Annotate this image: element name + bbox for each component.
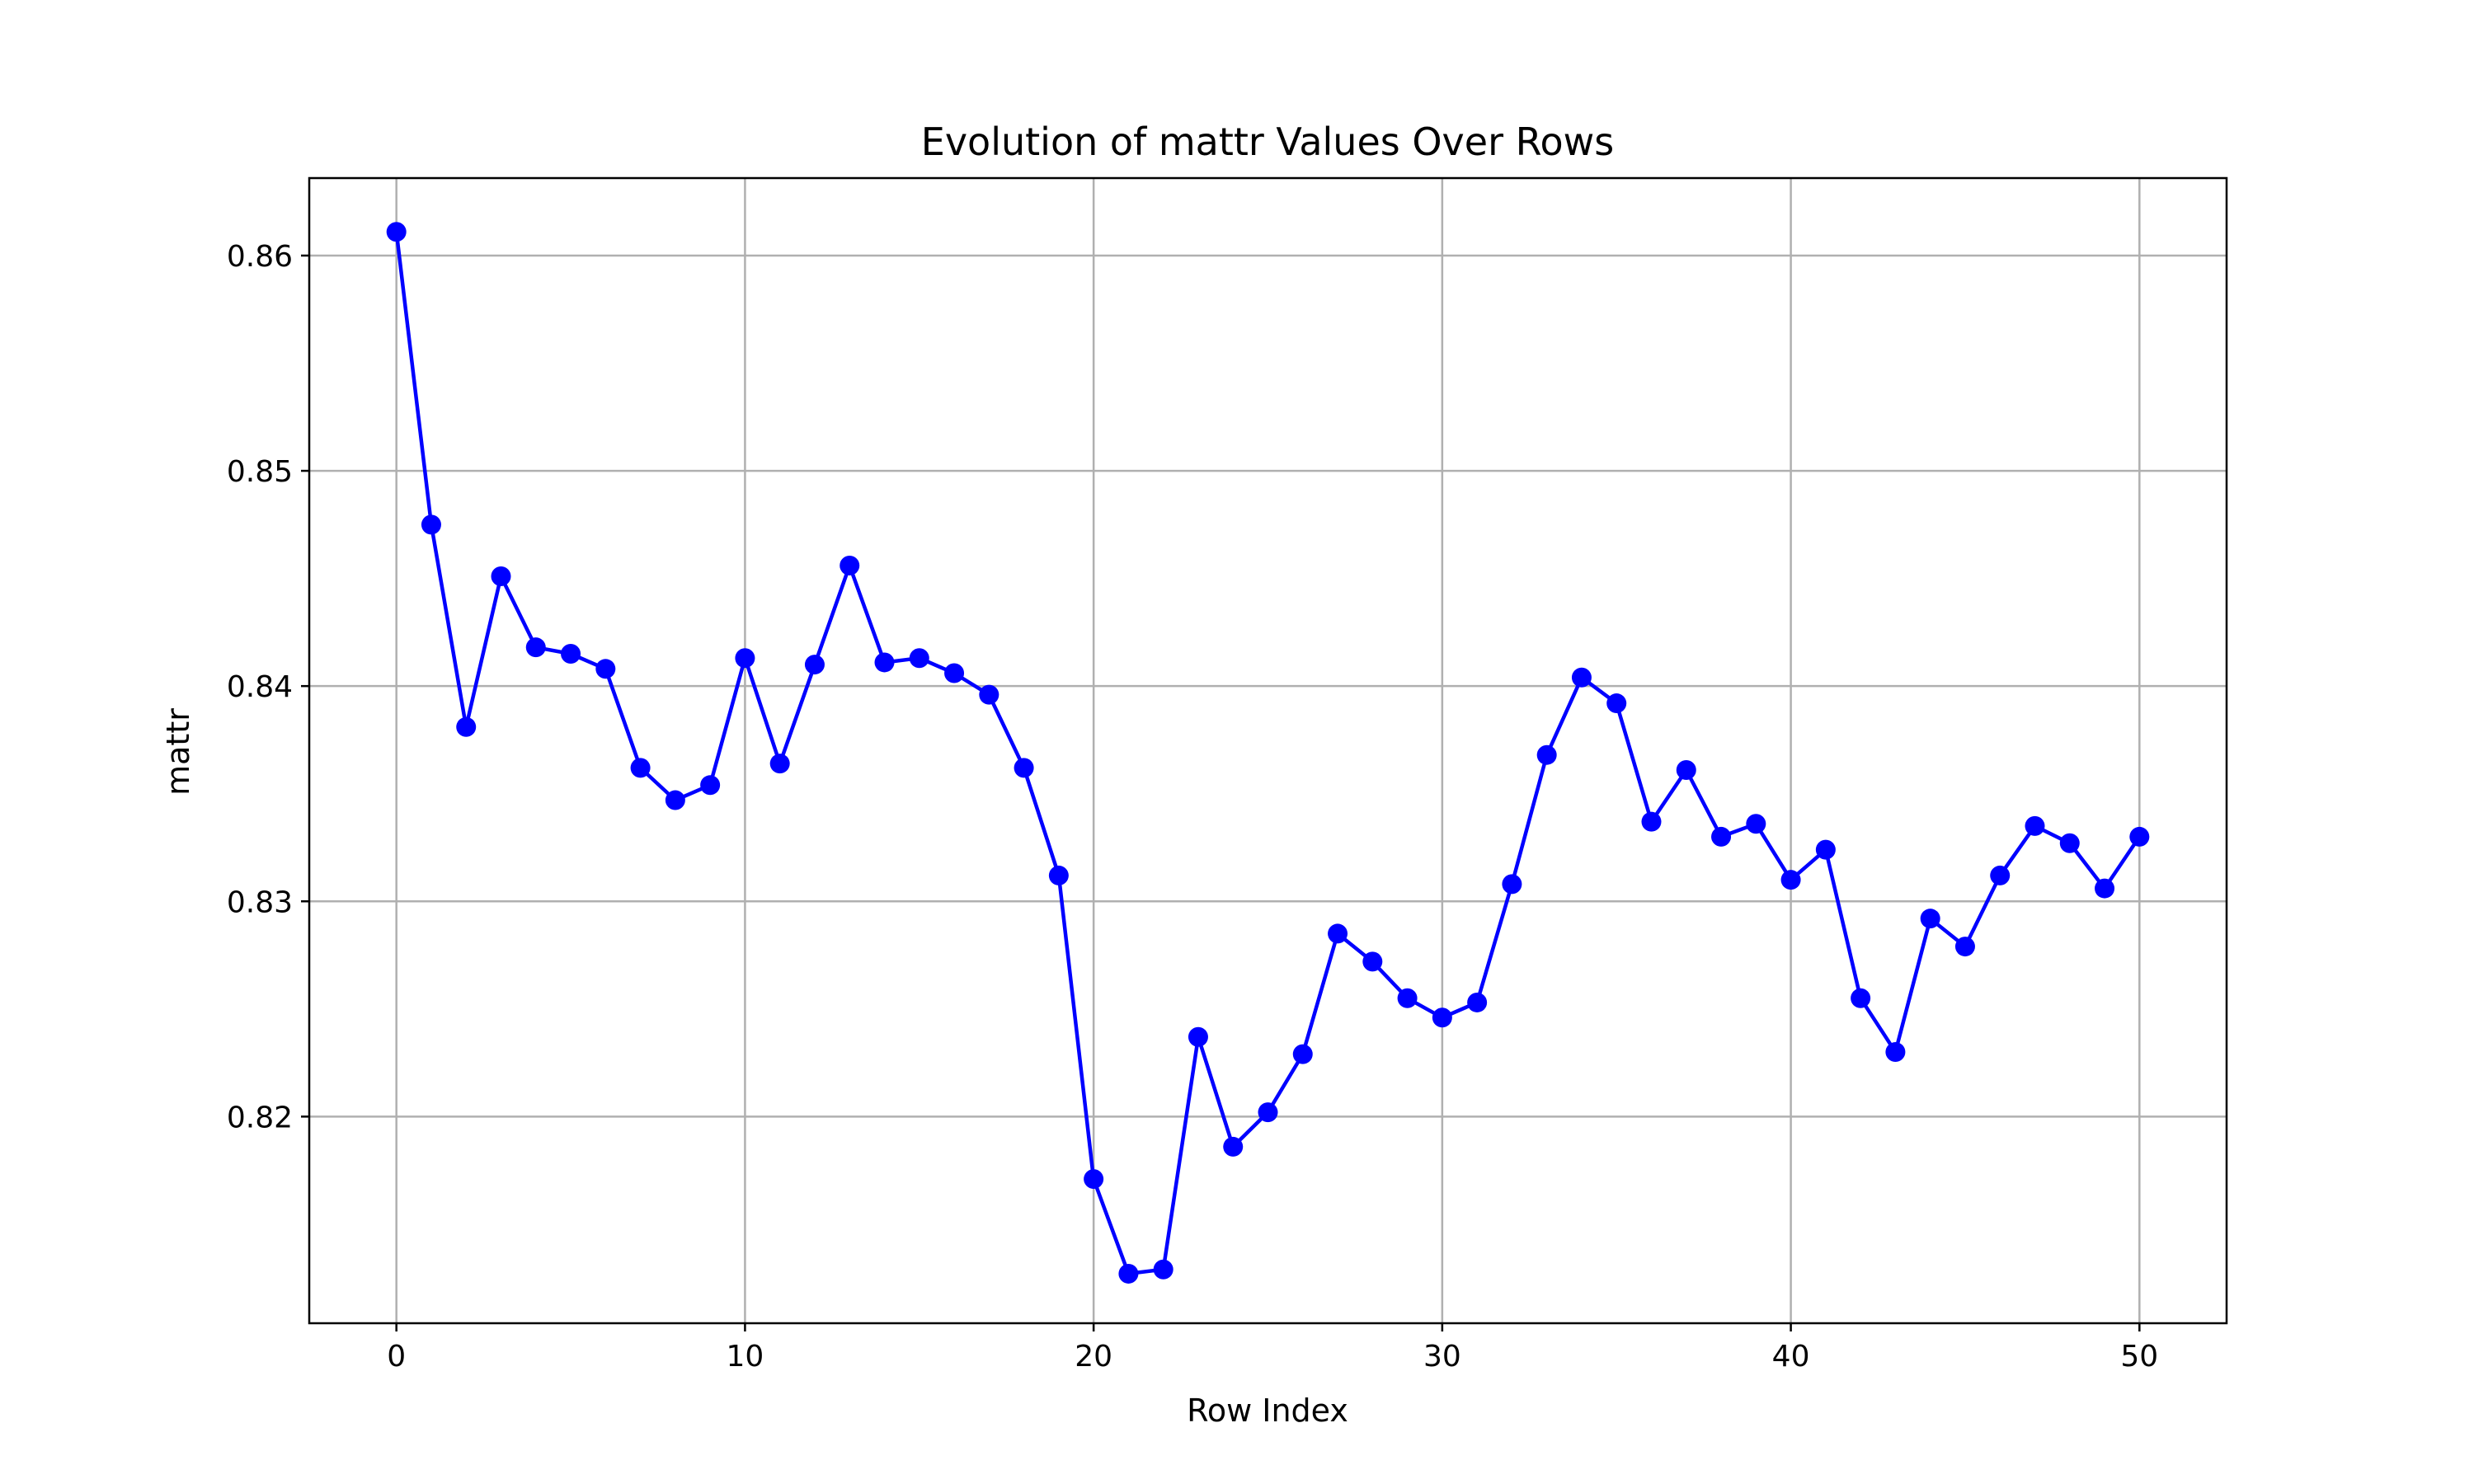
chart-title: Evolution of mattr Values Over Rows bbox=[921, 120, 1614, 164]
data-point bbox=[979, 684, 999, 705]
x-tick-label: 50 bbox=[2120, 1340, 2158, 1374]
x-tick-label: 30 bbox=[1423, 1340, 1461, 1374]
data-point bbox=[1258, 1102, 1278, 1123]
data-point bbox=[1292, 1044, 1313, 1064]
x-axis-label: Row Index bbox=[1187, 1392, 1348, 1429]
data-point bbox=[386, 222, 407, 242]
data-point bbox=[1746, 814, 1766, 834]
data-point bbox=[700, 775, 721, 796]
data-point bbox=[909, 648, 929, 669]
data-point bbox=[630, 758, 651, 778]
x-axis-ticks: 0 10 20 30 40 50 bbox=[387, 1323, 2158, 1374]
data-point bbox=[1432, 1007, 1452, 1028]
data-point bbox=[2059, 833, 2080, 853]
y-tick-label: 0.82 bbox=[227, 1101, 293, 1134]
data-point bbox=[525, 637, 546, 658]
data-point bbox=[1502, 874, 1522, 895]
y-axis-ticks: 0.82 0.83 0.84 0.85 0.86 bbox=[227, 240, 309, 1134]
data-point bbox=[1118, 1263, 1139, 1284]
data-point bbox=[735, 648, 755, 669]
data-point bbox=[1188, 1026, 1208, 1047]
data-point bbox=[1536, 744, 1557, 765]
data-point bbox=[1641, 811, 1662, 832]
data-point bbox=[1885, 1042, 1906, 1063]
data-point bbox=[1223, 1136, 1244, 1157]
data-point bbox=[561, 644, 581, 665]
data-point bbox=[874, 652, 895, 673]
x-tick-label: 0 bbox=[387, 1340, 406, 1374]
data-point bbox=[1851, 988, 1871, 1008]
data-point bbox=[1815, 839, 1836, 860]
data-point bbox=[2129, 826, 2150, 847]
data-point bbox=[944, 663, 965, 683]
data-point bbox=[1571, 667, 1592, 688]
data-point bbox=[1153, 1259, 1174, 1280]
data-point bbox=[1711, 826, 1732, 847]
data-point bbox=[1676, 759, 1696, 780]
y-tick-label: 0.83 bbox=[227, 885, 293, 919]
data-point bbox=[1084, 1169, 1104, 1190]
x-tick-label: 40 bbox=[1772, 1340, 1810, 1374]
data-point bbox=[2025, 815, 2045, 836]
data-point bbox=[1362, 951, 1383, 972]
data-point bbox=[1014, 758, 1034, 778]
data-point bbox=[1328, 923, 1348, 944]
data-point bbox=[1397, 988, 1418, 1008]
data-point bbox=[1780, 870, 1801, 890]
data-point bbox=[1606, 693, 1627, 714]
x-tick-label: 20 bbox=[1075, 1340, 1112, 1374]
y-tick-label: 0.86 bbox=[227, 240, 293, 274]
series-mattr bbox=[386, 222, 2150, 1284]
data-point bbox=[1954, 937, 1975, 957]
y-axis-label: mattr bbox=[160, 708, 196, 796]
data-point bbox=[1048, 865, 1069, 885]
data-point bbox=[804, 655, 825, 675]
grid bbox=[309, 178, 2227, 1323]
data-point bbox=[421, 514, 441, 535]
x-tick-label: 10 bbox=[727, 1340, 764, 1374]
data-point bbox=[595, 659, 616, 679]
data-point bbox=[456, 716, 477, 737]
data-point bbox=[1467, 992, 1488, 1012]
data-point bbox=[1990, 865, 2011, 885]
data-point bbox=[665, 790, 685, 810]
data-point bbox=[840, 555, 860, 575]
y-tick-label: 0.85 bbox=[227, 455, 293, 489]
data-point bbox=[2095, 878, 2115, 899]
data-point bbox=[491, 566, 511, 587]
data-point bbox=[1920, 909, 1940, 929]
y-tick-label: 0.84 bbox=[227, 670, 293, 704]
data-point bbox=[769, 754, 790, 774]
plot-frame bbox=[308, 176, 2228, 1325]
